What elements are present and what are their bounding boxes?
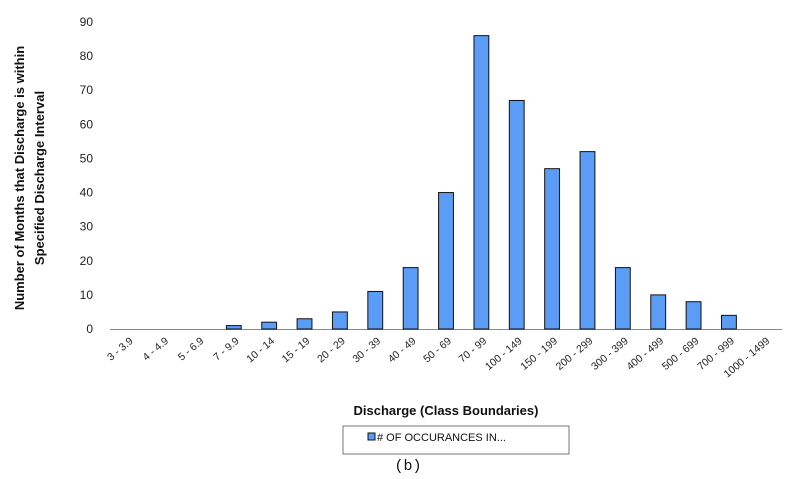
x-tick-label: 70 - 99 (457, 335, 490, 365)
x-axis-title: Discharge (Class Boundaries) (354, 403, 539, 418)
y-tick-labels: 0 10 20 30 40 50 60 70 80 90 (80, 15, 94, 336)
bar (650, 294, 667, 330)
bar (438, 192, 454, 330)
y-tick-label: 0 (86, 322, 93, 336)
y-axis-title-line1: Number of Months that Discharge is withi… (12, 46, 27, 310)
x-tick-label: 40 - 49 (386, 335, 419, 365)
y-tick-label: 80 (80, 49, 94, 63)
y-axis-title: Number of Months that Discharge is withi… (12, 46, 47, 310)
legend-swatch (367, 432, 376, 441)
x-tick-label: 500 - 699 (660, 335, 702, 373)
x-tick-label: 150 - 199 (518, 335, 560, 373)
x-tick-label: 10 - 14 (244, 335, 277, 365)
x-tick-label: 15 - 19 (280, 335, 313, 365)
x-tick-labels: 3 - 3.9 4 - 4.9 5 - 6.9 7 - 9.9 10 - 14 15 - … (105, 335, 772, 380)
x-tick-label: 20 - 29 (315, 335, 348, 365)
x-tick-label: 3 - 3.9 (105, 335, 136, 363)
y-tick-label: 90 (80, 15, 94, 29)
bar (473, 35, 490, 330)
bar (721, 314, 737, 330)
y-tick-label: 40 (80, 186, 94, 200)
bar (508, 99, 525, 330)
x-tick-label: 300 - 399 (589, 335, 631, 373)
y-tick-label: 10 (80, 288, 94, 302)
bar (685, 301, 702, 330)
y-tick-label: 20 (80, 254, 94, 268)
x-tick-label: 200 - 299 (554, 335, 596, 373)
bar (614, 267, 631, 330)
x-tick-label: 4 - 4.9 (140, 335, 171, 363)
bar (579, 151, 596, 330)
y-axis-title-line2: Specified Discharge Interval (32, 91, 47, 265)
bars (225, 35, 737, 330)
bar (225, 325, 242, 330)
y-tick-label: 60 (80, 117, 94, 131)
legend-box (342, 425, 570, 455)
x-tick-label: 50 - 69 (421, 335, 454, 365)
bar (367, 290, 384, 330)
bar (296, 318, 313, 330)
bar (402, 267, 419, 330)
x-tick-label: 7 - 9.9 (211, 335, 242, 363)
x-tick-label: 30 - 39 (350, 335, 383, 365)
bar (331, 311, 348, 330)
bar (261, 321, 278, 330)
bar (544, 168, 561, 330)
legend: # OF OCCURANCES IN... (342, 425, 570, 455)
x-tick-label: 400 - 499 (624, 335, 666, 373)
y-tick-label: 50 (80, 151, 94, 165)
legend-label: # OF OCCURANCES IN... (377, 432, 506, 444)
x-tick-label: 100 - 149 (483, 335, 525, 373)
figure-caption: (b) (394, 458, 421, 475)
y-tick-label: 30 (80, 220, 94, 234)
y-tick-label: 70 (80, 83, 94, 97)
x-tick-label: 5 - 6.9 (176, 335, 207, 363)
